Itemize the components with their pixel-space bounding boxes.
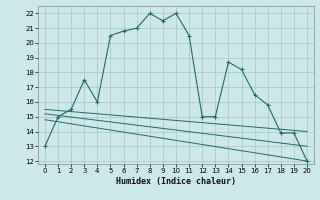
X-axis label: Humidex (Indice chaleur): Humidex (Indice chaleur): [116, 177, 236, 186]
